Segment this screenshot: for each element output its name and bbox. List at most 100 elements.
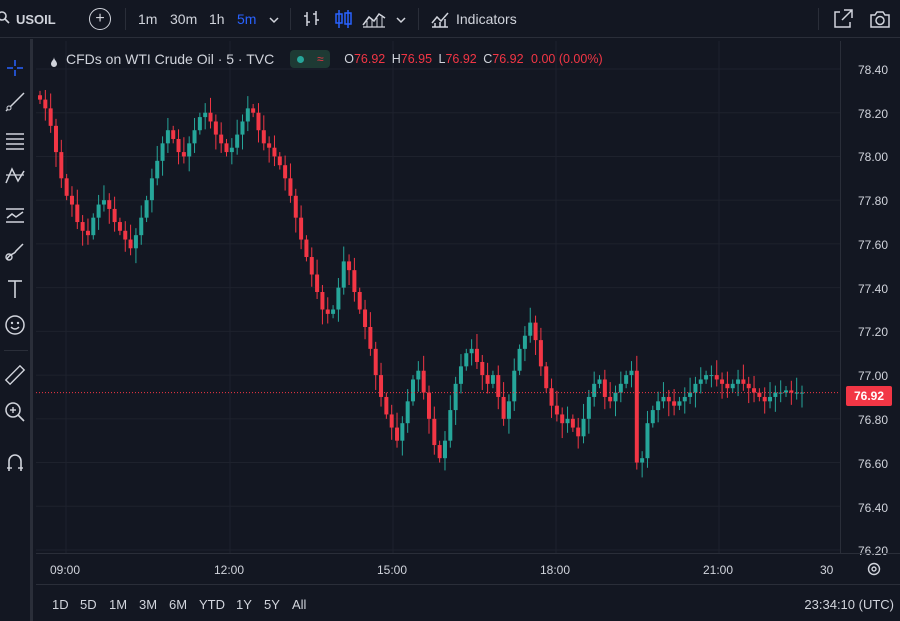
interval-1m[interactable]: 1m xyxy=(138,11,158,27)
range-ytd[interactable]: YTD xyxy=(199,597,225,612)
low-label: L xyxy=(438,52,446,66)
text-tool-icon[interactable] xyxy=(0,274,30,304)
indicators-icon xyxy=(430,9,450,29)
close-label: C xyxy=(483,52,493,66)
candle-body xyxy=(581,418,586,437)
candle-body xyxy=(789,390,794,393)
chevron-down-icon[interactable] xyxy=(395,13,407,31)
symbol-name: USOIL xyxy=(16,11,56,27)
zoom-in-icon[interactable] xyxy=(0,397,30,427)
area-chart-icon[interactable] xyxy=(362,9,386,34)
candle-body xyxy=(368,326,373,349)
candle-body xyxy=(272,147,277,157)
pattern-icon[interactable] xyxy=(0,161,30,191)
candle-body xyxy=(336,287,341,310)
close-value: 76.92 xyxy=(492,52,524,66)
candle-body xyxy=(432,418,437,446)
candle-body xyxy=(341,261,346,288)
candle-body xyxy=(709,375,714,377)
candle-body xyxy=(602,379,607,397)
candle-body xyxy=(730,383,735,389)
crosshair-icon[interactable] xyxy=(0,53,30,83)
separator xyxy=(4,350,28,351)
candles-icon[interactable] xyxy=(334,8,354,35)
candle-body xyxy=(480,361,485,376)
price-axis[interactable]: 78.40 78.20 78.00 77.80 77.60 77.40 77.2… xyxy=(840,41,900,558)
separator xyxy=(125,8,126,30)
candle-body xyxy=(469,348,474,354)
candle-body xyxy=(85,230,90,236)
candle-body xyxy=(784,390,789,393)
high-label: H xyxy=(391,52,401,66)
range-1y[interactable]: 1Y xyxy=(236,597,252,612)
magnet-icon[interactable] xyxy=(0,447,30,477)
range-1m[interactable]: 1M xyxy=(109,597,128,612)
search-icon xyxy=(0,10,10,28)
candle-body xyxy=(453,383,458,411)
candle-body xyxy=(544,366,549,389)
symbol-search[interactable]: USOIL xyxy=(0,0,56,38)
forecast-icon[interactable] xyxy=(0,199,30,229)
candle-body xyxy=(187,143,192,157)
candle-body xyxy=(645,423,650,459)
price-tick: 76.60 xyxy=(857,457,888,471)
candle-body xyxy=(256,112,261,131)
ruler-icon[interactable] xyxy=(0,360,30,390)
plus-icon: + xyxy=(95,10,105,27)
candle-body xyxy=(325,309,330,314)
interval-1h[interactable]: 1h xyxy=(209,11,225,27)
candle-body xyxy=(379,375,384,397)
candle-body xyxy=(219,134,224,144)
indicators-button[interactable]: Indicators xyxy=(430,0,517,38)
last-price-tag: 76.92 xyxy=(846,386,892,406)
market-status-badge[interactable]: ≈ xyxy=(290,50,331,68)
trendline-icon[interactable] xyxy=(0,87,30,117)
candle-body xyxy=(570,418,575,428)
candle-body xyxy=(746,383,751,389)
candle-body xyxy=(240,121,245,135)
range-6m[interactable]: 6M xyxy=(169,597,188,612)
separator xyxy=(818,8,819,30)
range-all[interactable]: All xyxy=(292,597,307,612)
candle-body xyxy=(693,383,698,393)
range-1d[interactable]: 1D xyxy=(52,597,69,612)
range-5d[interactable]: 5D xyxy=(80,597,97,612)
candle-body xyxy=(192,130,197,144)
candle-body xyxy=(395,427,400,441)
price-chart[interactable] xyxy=(36,41,840,553)
emoji-icon[interactable] xyxy=(0,310,30,340)
top-toolbar: USOIL + 1m 30m 1h 5m Indicators xyxy=(0,0,900,38)
candle-body xyxy=(624,375,629,384)
candle-body xyxy=(528,322,533,336)
candle-body xyxy=(400,423,405,441)
candle-body xyxy=(288,178,293,196)
range-5y[interactable]: 5Y xyxy=(264,597,280,612)
candle-body xyxy=(43,99,48,109)
chevron-down-icon[interactable] xyxy=(268,13,280,31)
camera-icon[interactable] xyxy=(868,8,892,35)
time-tick: 12:00 xyxy=(214,563,245,577)
interval-5m[interactable]: 5m xyxy=(237,11,257,27)
candle-body xyxy=(586,396,591,419)
time-axis[interactable]: 09:00 12:00 15:00 18:00 21:00 30 xyxy=(36,553,900,583)
fullscreen-icon[interactable] xyxy=(832,8,854,35)
compare-add-button[interactable]: + xyxy=(89,8,111,30)
candle-body xyxy=(682,396,687,402)
candle-body xyxy=(464,353,469,367)
candle-body xyxy=(315,274,320,293)
fib-retracement-icon[interactable] xyxy=(0,125,30,155)
settings-gear-icon[interactable] xyxy=(866,561,882,582)
bar-style-icon[interactable] xyxy=(303,9,321,34)
range-3m[interactable]: 3M xyxy=(139,597,158,612)
candle-body xyxy=(517,348,522,371)
interval-30m[interactable]: 30m xyxy=(170,11,198,27)
candle-body xyxy=(384,396,389,415)
brush-icon[interactable] xyxy=(0,237,30,267)
candle-body xyxy=(538,340,543,367)
candle-body xyxy=(741,379,746,384)
legend-title[interactable]: CFDs on WTI Crude Oil · 5 · TVC xyxy=(66,51,275,67)
candle-body xyxy=(714,375,719,380)
price-tick: 77.80 xyxy=(857,194,888,208)
utc-clock[interactable]: 23:34:10 (UTC) xyxy=(804,597,894,612)
candle-body xyxy=(373,348,378,376)
